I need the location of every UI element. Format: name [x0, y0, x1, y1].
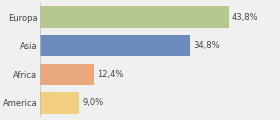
- Bar: [40, 92, 79, 114]
- Bar: [40, 35, 190, 56]
- Text: 43,8%: 43,8%: [232, 13, 259, 22]
- Bar: [40, 64, 94, 85]
- Text: 34,8%: 34,8%: [193, 41, 220, 50]
- Text: 12,4%: 12,4%: [97, 70, 123, 79]
- Text: 9,0%: 9,0%: [82, 98, 103, 107]
- Bar: [40, 6, 229, 28]
